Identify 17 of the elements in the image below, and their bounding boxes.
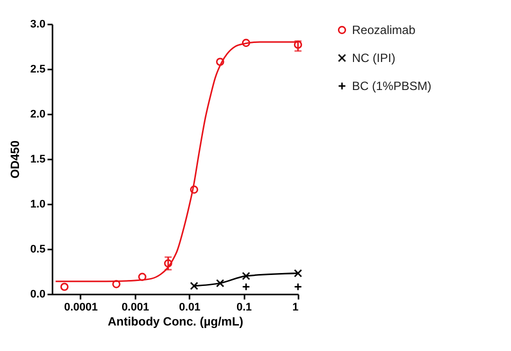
legend-label: Reozalimab — [352, 23, 416, 37]
x-tick-label: 0.1 — [236, 302, 252, 314]
y-tick-label: 2.5 — [30, 64, 46, 76]
x-tick-label: 0.0001 — [64, 302, 98, 314]
y-tick-label: 0.5 — [30, 244, 46, 256]
x-tick-label: 0.001 — [122, 302, 150, 314]
y-tick-label: 0.0 — [30, 288, 46, 300]
y-axis-title: OD450 — [8, 140, 22, 179]
x-axis-title: Antibody Conc. (µg/mL) — [108, 314, 244, 328]
y-tick-label: 3.0 — [30, 18, 46, 30]
x-tick-label: 0.01 — [179, 302, 200, 314]
x-tick-label: 1 — [292, 302, 298, 314]
legend-label: BC (1%PBSM) — [352, 79, 432, 93]
y-tick-label: 1.0 — [30, 198, 46, 210]
legend-label: NC (IPI) — [352, 51, 396, 65]
y-tick-label: 2.0 — [30, 108, 46, 120]
y-tick-label: 1.5 — [30, 154, 46, 166]
